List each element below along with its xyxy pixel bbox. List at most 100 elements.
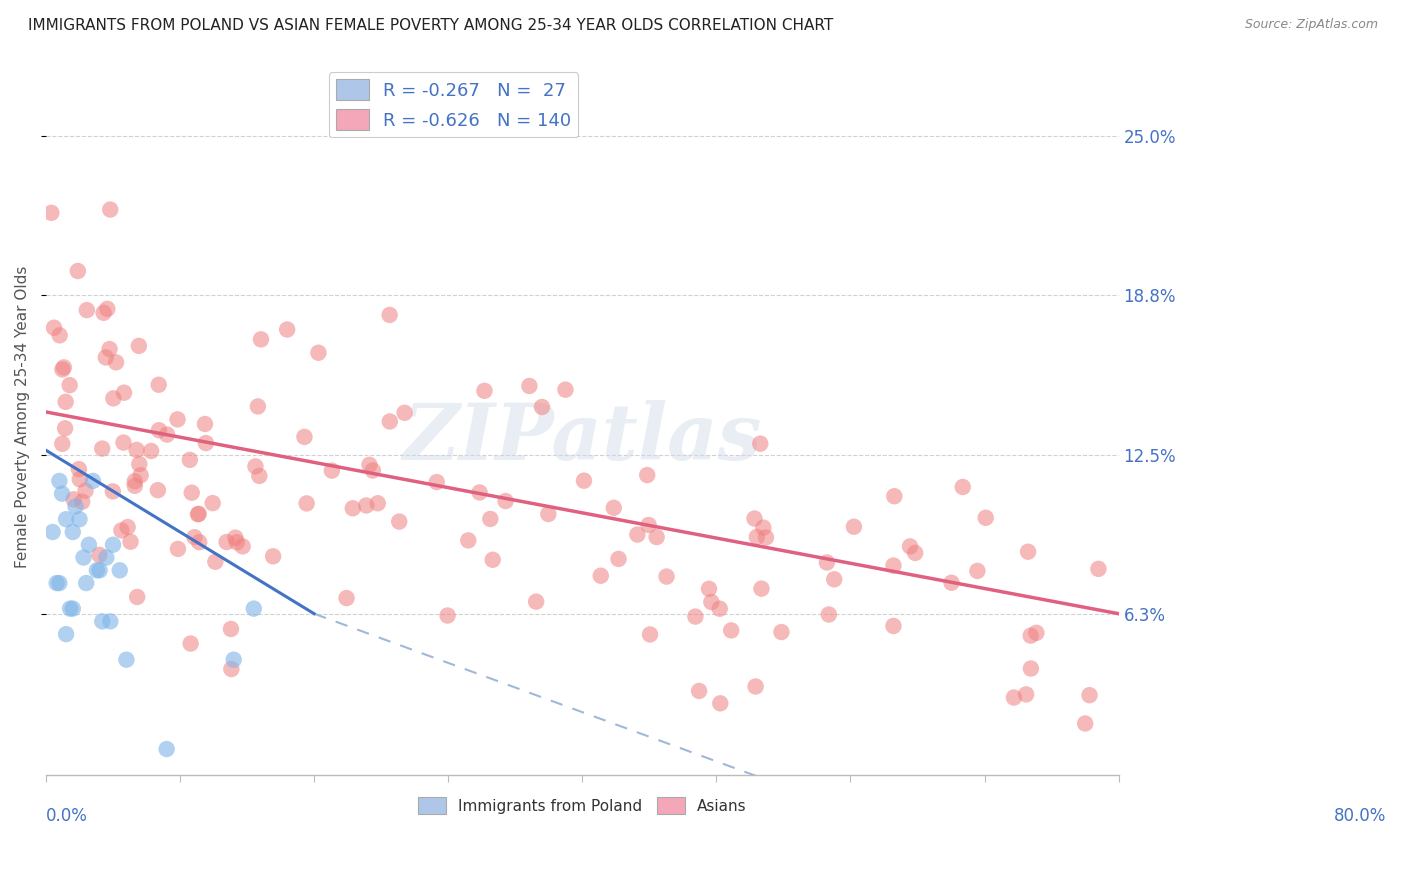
Point bbox=[115, 653, 138, 667]
Point bbox=[180, 485, 202, 500]
Point bbox=[359, 458, 381, 472]
Point bbox=[108, 563, 131, 577]
Text: 0.0%: 0.0% bbox=[46, 806, 87, 825]
Point bbox=[295, 496, 318, 510]
Point bbox=[41, 524, 63, 539]
Point bbox=[941, 575, 963, 590]
Point bbox=[148, 377, 170, 392]
Point bbox=[82, 474, 104, 488]
Point bbox=[342, 501, 364, 516]
Point bbox=[479, 512, 502, 526]
Point bbox=[89, 548, 111, 562]
Text: Source: ZipAtlas.com: Source: ZipAtlas.com bbox=[1244, 18, 1378, 31]
Point bbox=[243, 601, 266, 615]
Point bbox=[685, 609, 707, 624]
Point bbox=[96, 301, 118, 316]
Point bbox=[167, 541, 190, 556]
Point bbox=[842, 519, 865, 533]
Point bbox=[41, 206, 63, 220]
Point bbox=[700, 595, 723, 609]
Point bbox=[554, 383, 576, 397]
Point bbox=[1002, 690, 1025, 705]
Point bbox=[250, 332, 273, 346]
Point bbox=[72, 550, 94, 565]
Point bbox=[62, 601, 84, 615]
Point bbox=[770, 625, 793, 640]
Point bbox=[904, 546, 927, 560]
Text: ZIPatlas: ZIPatlas bbox=[402, 401, 762, 477]
Point bbox=[55, 512, 77, 526]
Point bbox=[474, 384, 496, 398]
Point bbox=[744, 680, 766, 694]
Point bbox=[354, 499, 377, 513]
Point bbox=[93, 306, 115, 320]
Point bbox=[637, 518, 659, 533]
Point bbox=[52, 360, 75, 375]
Point bbox=[62, 492, 84, 507]
Point bbox=[221, 662, 243, 676]
Point bbox=[1074, 716, 1097, 731]
Point bbox=[91, 615, 114, 629]
Point bbox=[98, 615, 121, 629]
Point bbox=[124, 475, 146, 489]
Point bbox=[1078, 688, 1101, 702]
Point bbox=[636, 468, 658, 483]
Point bbox=[156, 742, 179, 756]
Point bbox=[589, 568, 612, 582]
Point bbox=[76, 303, 98, 318]
Point bbox=[1025, 625, 1047, 640]
Point bbox=[219, 622, 242, 636]
Point bbox=[394, 406, 416, 420]
Point bbox=[751, 582, 773, 596]
Point bbox=[519, 379, 541, 393]
Point bbox=[128, 457, 150, 471]
Point bbox=[201, 496, 224, 510]
Point bbox=[335, 591, 357, 605]
Point bbox=[457, 533, 479, 548]
Point bbox=[96, 550, 118, 565]
Point bbox=[128, 339, 150, 353]
Point bbox=[94, 351, 117, 365]
Point bbox=[70, 494, 93, 508]
Point bbox=[62, 524, 84, 539]
Point bbox=[112, 385, 135, 400]
Point bbox=[638, 627, 661, 641]
Point bbox=[179, 453, 201, 467]
Point bbox=[59, 601, 82, 615]
Point bbox=[1017, 545, 1039, 559]
Point bbox=[125, 442, 148, 457]
Point bbox=[129, 468, 152, 483]
Point bbox=[86, 563, 108, 577]
Point bbox=[745, 530, 768, 544]
Point bbox=[156, 427, 179, 442]
Point bbox=[378, 415, 401, 429]
Point bbox=[98, 202, 121, 217]
Point bbox=[898, 540, 921, 554]
Point bbox=[51, 362, 73, 376]
Point bbox=[749, 436, 772, 450]
Point bbox=[101, 484, 124, 499]
Point bbox=[120, 534, 142, 549]
Text: IMMIGRANTS FROM POLAND VS ASIAN FEMALE POVERTY AMONG 25-34 YEAR OLDS CORRELATION: IMMIGRANTS FROM POLAND VS ASIAN FEMALE P… bbox=[28, 18, 834, 33]
Point bbox=[225, 535, 247, 549]
Point bbox=[124, 479, 146, 493]
Point bbox=[187, 508, 209, 522]
Text: 80.0%: 80.0% bbox=[1334, 806, 1386, 825]
Point bbox=[204, 555, 226, 569]
Point bbox=[188, 535, 211, 549]
Legend: Immigrants from Poland, Asians: Immigrants from Poland, Asians bbox=[412, 790, 752, 821]
Point bbox=[55, 627, 77, 641]
Point bbox=[91, 442, 114, 456]
Point bbox=[65, 500, 87, 514]
Point bbox=[194, 436, 217, 450]
Point bbox=[1019, 661, 1042, 675]
Point bbox=[98, 342, 121, 356]
Point bbox=[127, 590, 149, 604]
Point bbox=[823, 572, 845, 586]
Point bbox=[572, 474, 595, 488]
Point bbox=[105, 355, 128, 369]
Point bbox=[883, 489, 905, 503]
Point bbox=[48, 576, 70, 591]
Point bbox=[321, 464, 343, 478]
Point bbox=[69, 512, 91, 526]
